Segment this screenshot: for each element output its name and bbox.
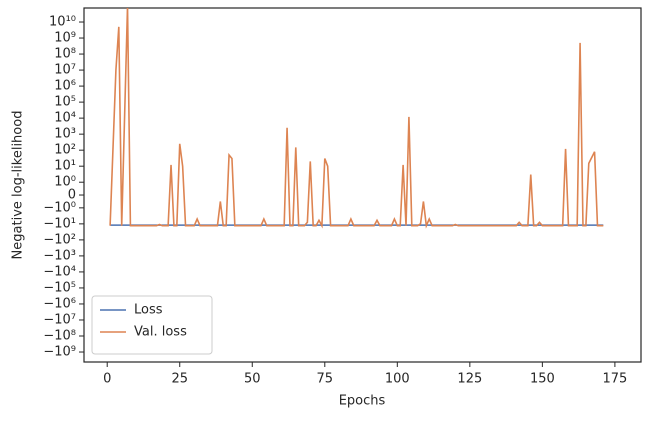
y-tick-label: 0 (68, 188, 76, 203)
y-tick-label: 10⁴ (54, 111, 76, 126)
y-tick-label: 10⁰ (54, 175, 76, 190)
plot-frame (83, 7, 642, 363)
y-tick-label: −10¹ (43, 216, 76, 231)
x-axis-label: Epochs (339, 394, 386, 409)
legend-label: Loss (134, 303, 163, 318)
y-tick-label: 10³ (54, 127, 76, 142)
y-tick-label: 10⁹ (54, 31, 76, 46)
y-tick-label: −10⁹ (43, 345, 76, 360)
x-tick-label: 75 (317, 372, 334, 387)
y-tick-label: 10⁶ (54, 79, 76, 94)
x-tick-label: 125 (457, 372, 482, 387)
legend-label: Val. loss (134, 325, 187, 340)
x-tick-label: 50 (244, 372, 261, 387)
y-tick-label: 10² (54, 143, 76, 158)
x-tick-label: 25 (171, 372, 188, 387)
plot-area (109, 8, 604, 229)
y-tick-label: 10¹⁰ (49, 15, 76, 30)
y-tick-label: −10⁰ (43, 200, 76, 215)
line-series (109, 8, 604, 229)
y-tick-label: −10⁸ (43, 328, 76, 343)
y-tick-label: −10⁷ (43, 312, 76, 327)
y-tick-label: −10⁵ (43, 280, 76, 295)
y-tick-label: 10⁵ (54, 95, 76, 110)
x-tick-label: 100 (385, 372, 410, 387)
y-tick-label: 10¹ (54, 159, 76, 174)
y-tick-label: −10⁶ (43, 296, 76, 311)
x-tick-label: 0 (103, 372, 111, 387)
y-tick-label: −10³ (43, 248, 76, 263)
y-tick-label: −10² (43, 232, 76, 247)
x-tick-label: 175 (602, 372, 627, 387)
y-axis-label: Negative log-likelihood (11, 111, 26, 260)
y-tick-label: 10⁸ (54, 47, 76, 62)
x-tick-label: 150 (530, 372, 555, 387)
y-tick-label: −10⁴ (43, 264, 76, 279)
y-tick-label: 10⁷ (54, 63, 76, 78)
